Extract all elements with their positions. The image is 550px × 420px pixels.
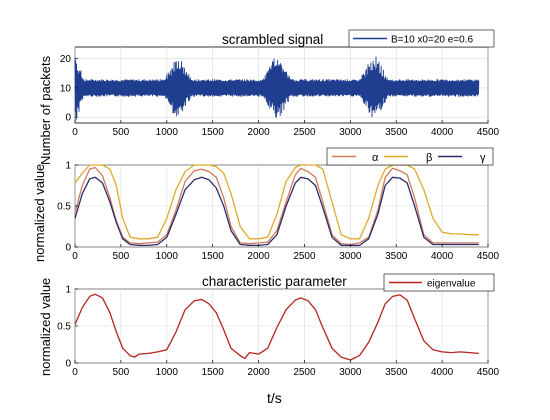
panel1-legend: B=10 x0=20 e=0.6 bbox=[348, 29, 495, 48]
panel2-series-1 bbox=[74, 166, 479, 246]
panel2-ylabel: normalized value bbox=[32, 164, 47, 262]
panel1-ytick-label: 0 bbox=[65, 113, 71, 124]
panel1-legend-box bbox=[348, 29, 495, 48]
panel2-xtick-label: 0 bbox=[72, 251, 78, 262]
panel1-xtick-label: 1000 bbox=[156, 127, 179, 138]
panel2-legend-box bbox=[326, 147, 494, 166]
panel2-legend-label-alpha: α bbox=[372, 152, 379, 164]
panel3-title: characteristic parameter bbox=[202, 274, 347, 289]
panel3-legend-label: eigenvalue bbox=[427, 279, 476, 290]
panel3-legend-box bbox=[383, 273, 495, 292]
panel3-xtick-label: 4000 bbox=[431, 367, 454, 378]
panel1-title: scrambled signal bbox=[222, 32, 323, 47]
panel3-xtick-label: 0 bbox=[72, 367, 78, 378]
panel2-xtick-label: 2000 bbox=[247, 251, 270, 262]
panel2-xtick-label: 3000 bbox=[339, 251, 362, 262]
panel2-xtick-label: 4000 bbox=[431, 251, 454, 262]
panel1-xtick-label: 4000 bbox=[431, 127, 454, 138]
panel2-xtick-label: 2500 bbox=[293, 251, 316, 262]
panel1-series-1 bbox=[74, 56, 480, 121]
panel1-xtick-label: 0 bbox=[72, 127, 78, 138]
panel1-ylabel: Number of packets bbox=[38, 55, 53, 165]
panel1-xtick-label: 2000 bbox=[247, 127, 270, 138]
panel2-ytick-label: 0 bbox=[65, 243, 71, 254]
panel2-xtick-label: 3500 bbox=[385, 251, 408, 262]
panel3-xtick-label: 1000 bbox=[156, 367, 179, 378]
panel2-legend: α β γ bbox=[326, 147, 494, 166]
panel3-xtick-label: 1500 bbox=[202, 367, 225, 378]
panel1-ytick-label: 10 bbox=[60, 83, 72, 94]
panel2-legend-label-gamma: γ bbox=[480, 152, 486, 164]
panel2-xtick-label: 1500 bbox=[202, 251, 225, 262]
panel1-xtick-label: 1500 bbox=[202, 127, 225, 138]
panel1-legend-label: B=10 x0=20 e=0.6 bbox=[391, 35, 473, 46]
panel3-ytick-label: 0.5 bbox=[57, 322, 71, 333]
panel2-ytick-label: 1 bbox=[65, 161, 71, 172]
panel3-ylabel: normalized value bbox=[38, 278, 53, 376]
panel3-series-1 bbox=[74, 293, 479, 361]
panel3-ytick-label: 1 bbox=[65, 285, 71, 296]
panel1-xtick-label: 3500 bbox=[385, 127, 408, 138]
x-axis-label: t/s bbox=[267, 390, 282, 406]
panel2-legend-label-beta: β bbox=[426, 152, 432, 164]
panel2-series-3 bbox=[74, 176, 479, 247]
panel3-xtick-label: 500 bbox=[113, 367, 130, 378]
panel1-ytick-label: 20 bbox=[60, 54, 72, 65]
panel2-xtick-label: 500 bbox=[113, 251, 130, 262]
panel1-xtick-label: 3000 bbox=[339, 127, 362, 138]
panel-scrambled-signal: 0 500 1000 1500 2000 2500 3000 3500 4000 4500 0 10 2… bbox=[38, 29, 500, 165]
panel2-ytick-label: 0.5 bbox=[57, 202, 71, 213]
panel3-xtick-label: 3500 bbox=[385, 367, 408, 378]
panel3-xtick-label: 2500 bbox=[293, 367, 316, 378]
panel-normalized-values: 0 500 1000 1500 2000 2500 3000 3500 4000 4500 0 0.5… bbox=[32, 147, 500, 262]
panel2-xtick-label: 1000 bbox=[156, 251, 179, 262]
panel1-xtick-label: 500 bbox=[113, 127, 130, 138]
panel3-ytick-label: 0 bbox=[65, 359, 71, 370]
panel-characteristic-parameter: 0 500 1000 1500 2000 2500 3000 3500 4000 4500 0 0.5… bbox=[38, 273, 500, 378]
panel3-xtick-label: 4500 bbox=[477, 367, 500, 378]
panel1-xtick-label: 4500 bbox=[477, 127, 500, 138]
panel1-xtick-label: 2500 bbox=[293, 127, 316, 138]
panel3-legend: eigenvalue bbox=[383, 273, 495, 292]
panel2-xtick-label: 4500 bbox=[477, 251, 500, 262]
panel3-xtick-label: 3000 bbox=[339, 367, 362, 378]
panel3-xtick-label: 2000 bbox=[247, 367, 270, 378]
